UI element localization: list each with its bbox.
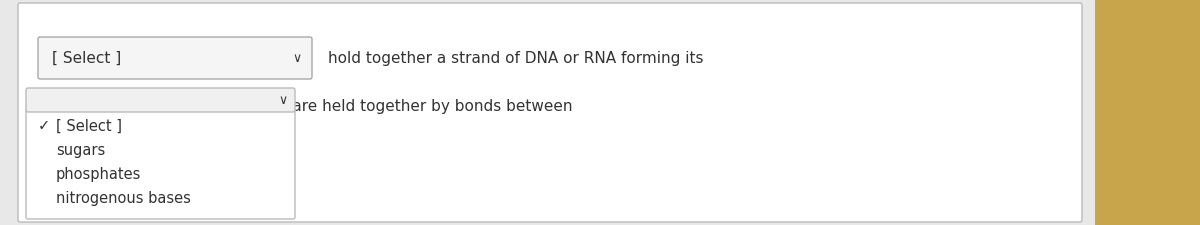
Text: sugars: sugars	[56, 142, 106, 158]
FancyBboxPatch shape	[18, 3, 1082, 222]
Text: ✓: ✓	[38, 119, 50, 133]
FancyBboxPatch shape	[38, 37, 312, 79]
Text: ∨: ∨	[278, 94, 288, 106]
Text: ∨: ∨	[293, 52, 302, 65]
Text: [ Select ]: [ Select ]	[56, 119, 122, 133]
Text: phosphates: phosphates	[56, 166, 142, 182]
Text: [ Select ]: [ Select ]	[52, 50, 121, 65]
FancyBboxPatch shape	[26, 108, 295, 219]
Bar	[1096, 0, 1200, 225]
FancyBboxPatch shape	[26, 88, 295, 112]
Text: hold together a strand of DNA or RNA forming its: hold together a strand of DNA or RNA for…	[328, 50, 703, 65]
Text: "backbone." Two strands of DNA are held together by bonds between: "backbone." Two strands of DNA are held …	[40, 99, 572, 115]
Text: nitrogenous bases: nitrogenous bases	[56, 191, 191, 205]
